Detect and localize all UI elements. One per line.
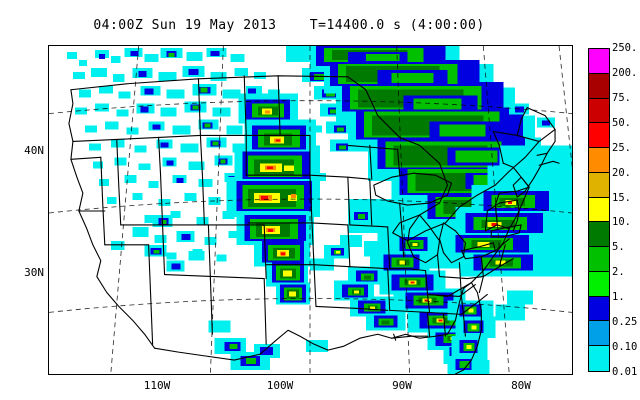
lat-tick-label-40n: 40N	[8, 144, 44, 157]
colorbar-swatch-75.	[589, 74, 609, 99]
colorbar-tick-10: 10.	[612, 217, 631, 228]
colorbar-tick-001: 0.01	[612, 367, 637, 378]
lon-tick-label-90w: 90W	[377, 379, 427, 392]
map-plot-area	[48, 45, 573, 375]
colorbar-swatch-20.	[589, 148, 609, 173]
lon-tick-label-100w: 100W	[252, 379, 308, 392]
figure-title: 04:00Z Sun 19 May 2013 T=14400.0 s (4:00…	[0, 18, 578, 33]
colorbar-tick-50: 50.	[612, 118, 631, 129]
colorbar-tick-15: 15.	[612, 193, 631, 204]
colorbar-tick-labels: 250. 200. 75. 50. 25. 20. 15. 10. 5. 2. 1. 0.25 0.10…	[612, 40, 640, 380]
precipitation-map-figure: 04:00Z Sun 19 May 2013 T=14400.0 s (4:00…	[0, 0, 640, 400]
lon-tick-label-80w: 80W	[496, 379, 546, 392]
colorbar-swatch-0.10	[589, 321, 609, 346]
colorbar-swatch-10.	[589, 198, 609, 223]
colorbar-tick-025: 0.25	[612, 317, 637, 328]
colorbar-swatch-200.	[589, 49, 609, 74]
colorbar-swatch-0.25	[589, 297, 609, 322]
colorbar-tick-25: 25.	[612, 143, 631, 154]
colorbar	[588, 48, 610, 372]
map-canvas	[49, 46, 572, 374]
colorbar-swatch-50.	[589, 99, 609, 124]
colorbar-tick-75: 75.	[612, 93, 631, 104]
colorbar-tick-5: 5.	[612, 242, 625, 253]
colorbar-swatch-25.	[589, 123, 609, 148]
lat-tick-label-30n: 30N	[8, 266, 44, 279]
colorbar-tick-010: 0.10	[612, 342, 637, 353]
colorbar-swatch-15.	[589, 173, 609, 198]
colorbar-swatch-2.	[589, 247, 609, 272]
lon-tick-label-110w: 110W	[129, 379, 185, 392]
colorbar-tick-250: 250.	[612, 43, 637, 54]
colorbar-swatch-0.01	[589, 346, 609, 371]
colorbar-tick-200: 200.	[612, 68, 637, 79]
colorbar-swatch-1.	[589, 272, 609, 297]
colorbar-tick-2: 2.	[612, 267, 625, 278]
colorbar-swatch-5.	[589, 222, 609, 247]
colorbar-tick-20: 20.	[612, 168, 631, 179]
colorbar-tick-1: 1.	[612, 292, 625, 303]
